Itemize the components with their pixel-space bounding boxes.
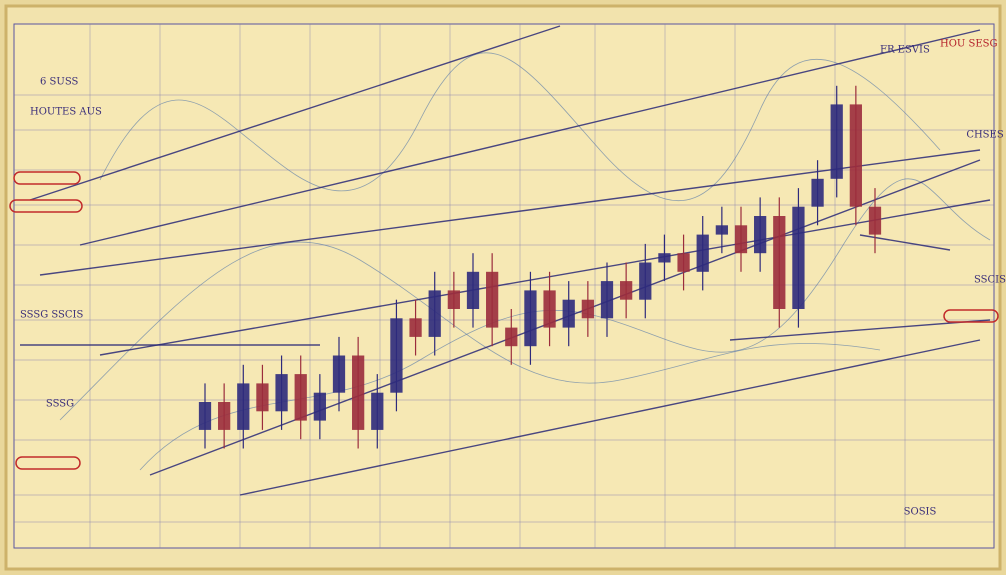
candle-body: [773, 216, 786, 309]
plot-frame: [13, 23, 995, 549]
annotations: 6 SUSS HOUTES AUS SSSG SSCIS SSSG HOU SESG FR…: [20, 39, 1006, 518]
candle-body: [830, 104, 843, 179]
candle-body: [352, 355, 365, 430]
annotation-label: SOSIS: [904, 507, 937, 518]
candle-body: [696, 234, 709, 272]
candle-body: [409, 318, 422, 337]
candle-body: [198, 402, 212, 430]
candle-body: [371, 392, 384, 430]
candle-body: [677, 253, 690, 272]
annotation-label: HOUTES AUS: [30, 107, 102, 118]
marker-pill: [943, 309, 999, 323]
candle-body: [754, 216, 767, 254]
marker-pill: [13, 171, 81, 185]
candle-body: [792, 206, 805, 309]
candle-body: [332, 355, 346, 393]
candle-body: [543, 290, 556, 328]
candle-body: [581, 299, 594, 319]
candle-body: [218, 402, 231, 430]
candle-body: [715, 225, 728, 235]
candle-body: [294, 374, 307, 421]
candle-body: [505, 327, 518, 347]
candle-body: [275, 374, 288, 412]
candle-body: [868, 206, 882, 235]
candles: [198, 85, 882, 449]
annotation-label: SSSG: [46, 399, 74, 410]
candle-body: [849, 104, 862, 207]
candle-body: [447, 290, 460, 309]
candle-body: [428, 290, 441, 337]
annotation-label: CHSES: [966, 130, 1004, 141]
candle-body: [562, 299, 575, 328]
annotation-label: HOU SESG: [940, 39, 998, 50]
candle-body: [620, 281, 633, 300]
annotation-label: SSCIS: [974, 275, 1006, 286]
annotation-label: 6 SUSS: [40, 77, 78, 88]
candle-body: [734, 225, 748, 254]
candle-body: [658, 253, 671, 263]
trend-lines: [20, 25, 991, 496]
candle-body: [600, 281, 614, 319]
annotation-label: SSSG SSCIS: [20, 310, 83, 321]
candle-body: [486, 271, 499, 328]
candle-body: [237, 383, 250, 430]
candle-body: [466, 271, 480, 309]
candle-body: [256, 383, 269, 412]
candle-body: [390, 318, 403, 393]
candle-body: [313, 392, 326, 421]
candle-body: [524, 290, 537, 347]
marker-pill: [9, 199, 83, 213]
candle-body: [639, 262, 652, 300]
marker-pill: [15, 456, 81, 470]
annotation-label: FR ESVIS: [880, 45, 930, 56]
candle-body: [811, 178, 824, 207]
